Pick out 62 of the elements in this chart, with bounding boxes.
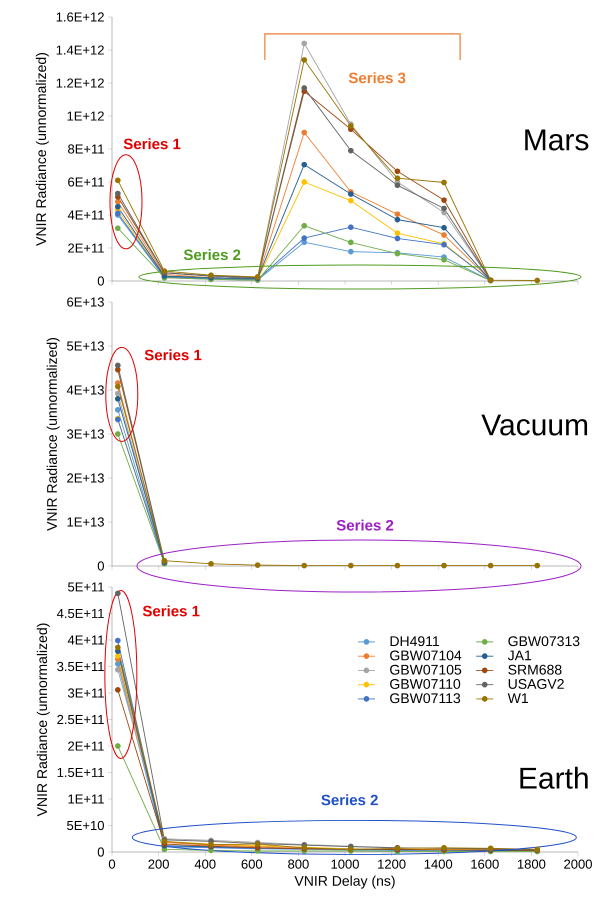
legend-label: GBW07113 — [390, 693, 460, 704]
legend-label: JA1 — [508, 650, 532, 660]
y-tick-label: 5E+10 — [67, 820, 104, 830]
x-tick-label: 600 — [242, 860, 262, 869]
legend-label: GBW07313 — [508, 636, 580, 646]
y-tick-label: 1E+11 — [68, 794, 104, 804]
y-tick-label: 8E+11 — [68, 144, 104, 154]
y-tick-label: 3E+13 — [67, 429, 104, 439]
y-tick-label: 1.5E+11 — [58, 768, 104, 778]
y-tick-label: 5E+13 — [67, 341, 104, 351]
legend-label: GBW07104 — [390, 650, 462, 660]
y-tick-label: 1E+12 — [68, 111, 104, 121]
y-tick-label: 4E+13 — [66, 385, 104, 395]
y-tick-label: 4.5E+11 — [56, 608, 104, 618]
y-tick-label: 2E+13 — [67, 473, 104, 483]
x-tick-label: 400 — [194, 860, 216, 869]
y-tick-label: 6E+11 — [68, 177, 104, 187]
legend-label: GBW07105 — [390, 664, 462, 675]
y-tick-label: 2E+11 — [68, 243, 104, 253]
y-tick-label: 0 — [98, 561, 104, 571]
y-tick-label: 1E+13 — [68, 517, 104, 527]
y-tick-label: 1.6E+12 — [56, 12, 104, 22]
x-tick-label: 1200 — [378, 860, 406, 869]
legend-label: SRM688 — [508, 664, 562, 675]
legend-label: GBW07110 — [390, 679, 460, 689]
annotation: Series 2 — [336, 520, 394, 531]
y-tick-label: 0 — [98, 847, 104, 857]
y-tick-label: 2.5E+11 — [57, 714, 104, 724]
x-tick-label: 200 — [148, 860, 169, 869]
y-tick-label: 1.4E+12 — [56, 45, 104, 55]
annotation: Series 1 — [144, 349, 202, 360]
y-tick-label: 1.2E+12 — [56, 78, 104, 88]
text: Earth — [520, 766, 588, 789]
y-axis-title: VNIR Radiance (unnormalized) — [36, 53, 49, 246]
x-tick-label: 0 — [108, 860, 116, 869]
x-tick-label: 1000 — [332, 860, 359, 869]
y-tick-label: 2E+11 — [68, 741, 104, 751]
annotation: Series 1 — [124, 138, 180, 150]
y-tick-label: 5E+11 — [68, 582, 104, 592]
y-tick-label: 4E+11 — [68, 210, 104, 220]
annotation: Series 1 — [142, 605, 200, 616]
legend-label: DH4911 — [390, 636, 440, 646]
legend-label: W1 — [508, 693, 528, 703]
x-tick-label: 1400 — [424, 860, 452, 869]
x-tick-label: 2000 — [564, 860, 592, 869]
x-tick-label: 1600 — [471, 860, 499, 869]
y-tick-label: 4E+11 — [68, 636, 104, 644]
y-tick-label: 3.5E+11 — [57, 662, 104, 672]
y-tick-label: 0 — [98, 276, 104, 286]
y-tick-label: 6E+13 — [67, 297, 104, 307]
text: Mars — [525, 130, 588, 150]
y-tick-label: 3E+11 — [68, 688, 104, 698]
text: Vacuum — [481, 414, 588, 436]
x-tick-label: 1800 — [518, 860, 546, 869]
annotation: Series 3 — [348, 72, 406, 84]
y-axis-title: VNIR Radiance (unnormalized) — [36, 624, 50, 816]
x-axis-title: VNIR Delay (ns) — [294, 876, 395, 889]
annotation: Series 2 — [321, 794, 378, 806]
x-tick-label: 800 — [288, 860, 309, 869]
annotation: Series 2 — [184, 249, 240, 260]
legend-label: USAGV2 — [508, 679, 564, 689]
y-axis-title: VNIR Radiance (unnormalized) — [46, 338, 60, 531]
